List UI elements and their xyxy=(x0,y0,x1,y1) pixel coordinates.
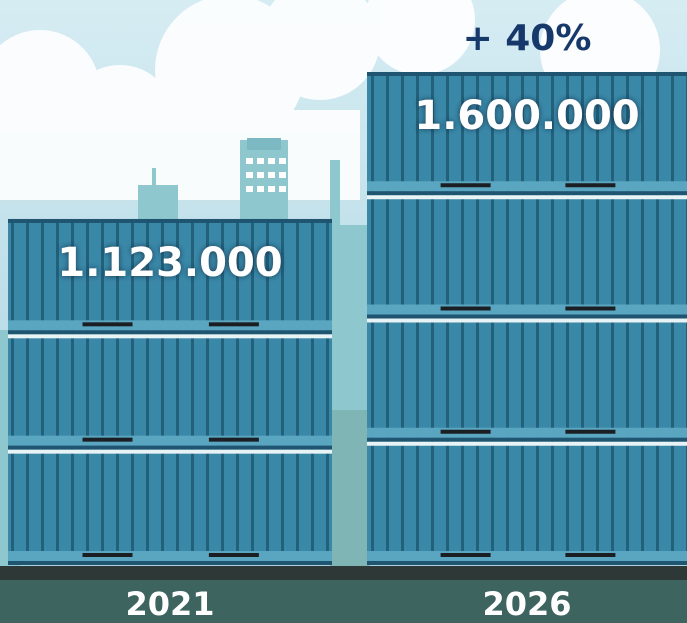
container-rail xyxy=(367,438,687,442)
container-gap xyxy=(367,319,687,323)
value-label: 1.600.000 xyxy=(414,93,639,139)
container-top xyxy=(367,72,687,76)
container-handle xyxy=(565,183,615,187)
container-rail xyxy=(367,315,687,319)
container-handle xyxy=(83,438,133,442)
value-label: 1.123.000 xyxy=(57,240,282,286)
container-rail xyxy=(367,181,687,191)
container-handle xyxy=(441,430,491,434)
container-handle xyxy=(209,438,259,442)
container-rail xyxy=(367,191,687,195)
container-gap xyxy=(367,195,687,199)
container-rail xyxy=(8,561,332,565)
container-rail xyxy=(8,330,332,334)
container-rail xyxy=(8,320,332,330)
container-gap xyxy=(8,334,332,338)
container-handle xyxy=(441,307,491,311)
container-rail xyxy=(367,551,687,561)
container-gap xyxy=(367,442,687,446)
container-handle xyxy=(209,322,259,326)
container-rail xyxy=(367,428,687,438)
container-rail xyxy=(367,305,687,315)
container-handle xyxy=(565,553,615,557)
container-handle xyxy=(565,307,615,311)
container-rail xyxy=(8,551,332,561)
chart: + 40% 1.123.000 2021 1.600.000 2026 xyxy=(0,0,687,623)
container-gap xyxy=(8,450,332,454)
container-handle xyxy=(83,322,133,326)
container-top xyxy=(8,219,332,223)
container-handle xyxy=(565,430,615,434)
x-tick-label: 2026 xyxy=(482,585,571,623)
x-tick-label: 2021 xyxy=(125,585,214,623)
container-handle xyxy=(441,183,491,187)
container-handle xyxy=(441,553,491,557)
container-rail xyxy=(8,446,332,450)
container-handle xyxy=(209,553,259,557)
container-rail xyxy=(8,436,332,446)
container-handle xyxy=(83,553,133,557)
annotation: + 40% xyxy=(463,18,592,59)
container-rail xyxy=(367,561,687,565)
